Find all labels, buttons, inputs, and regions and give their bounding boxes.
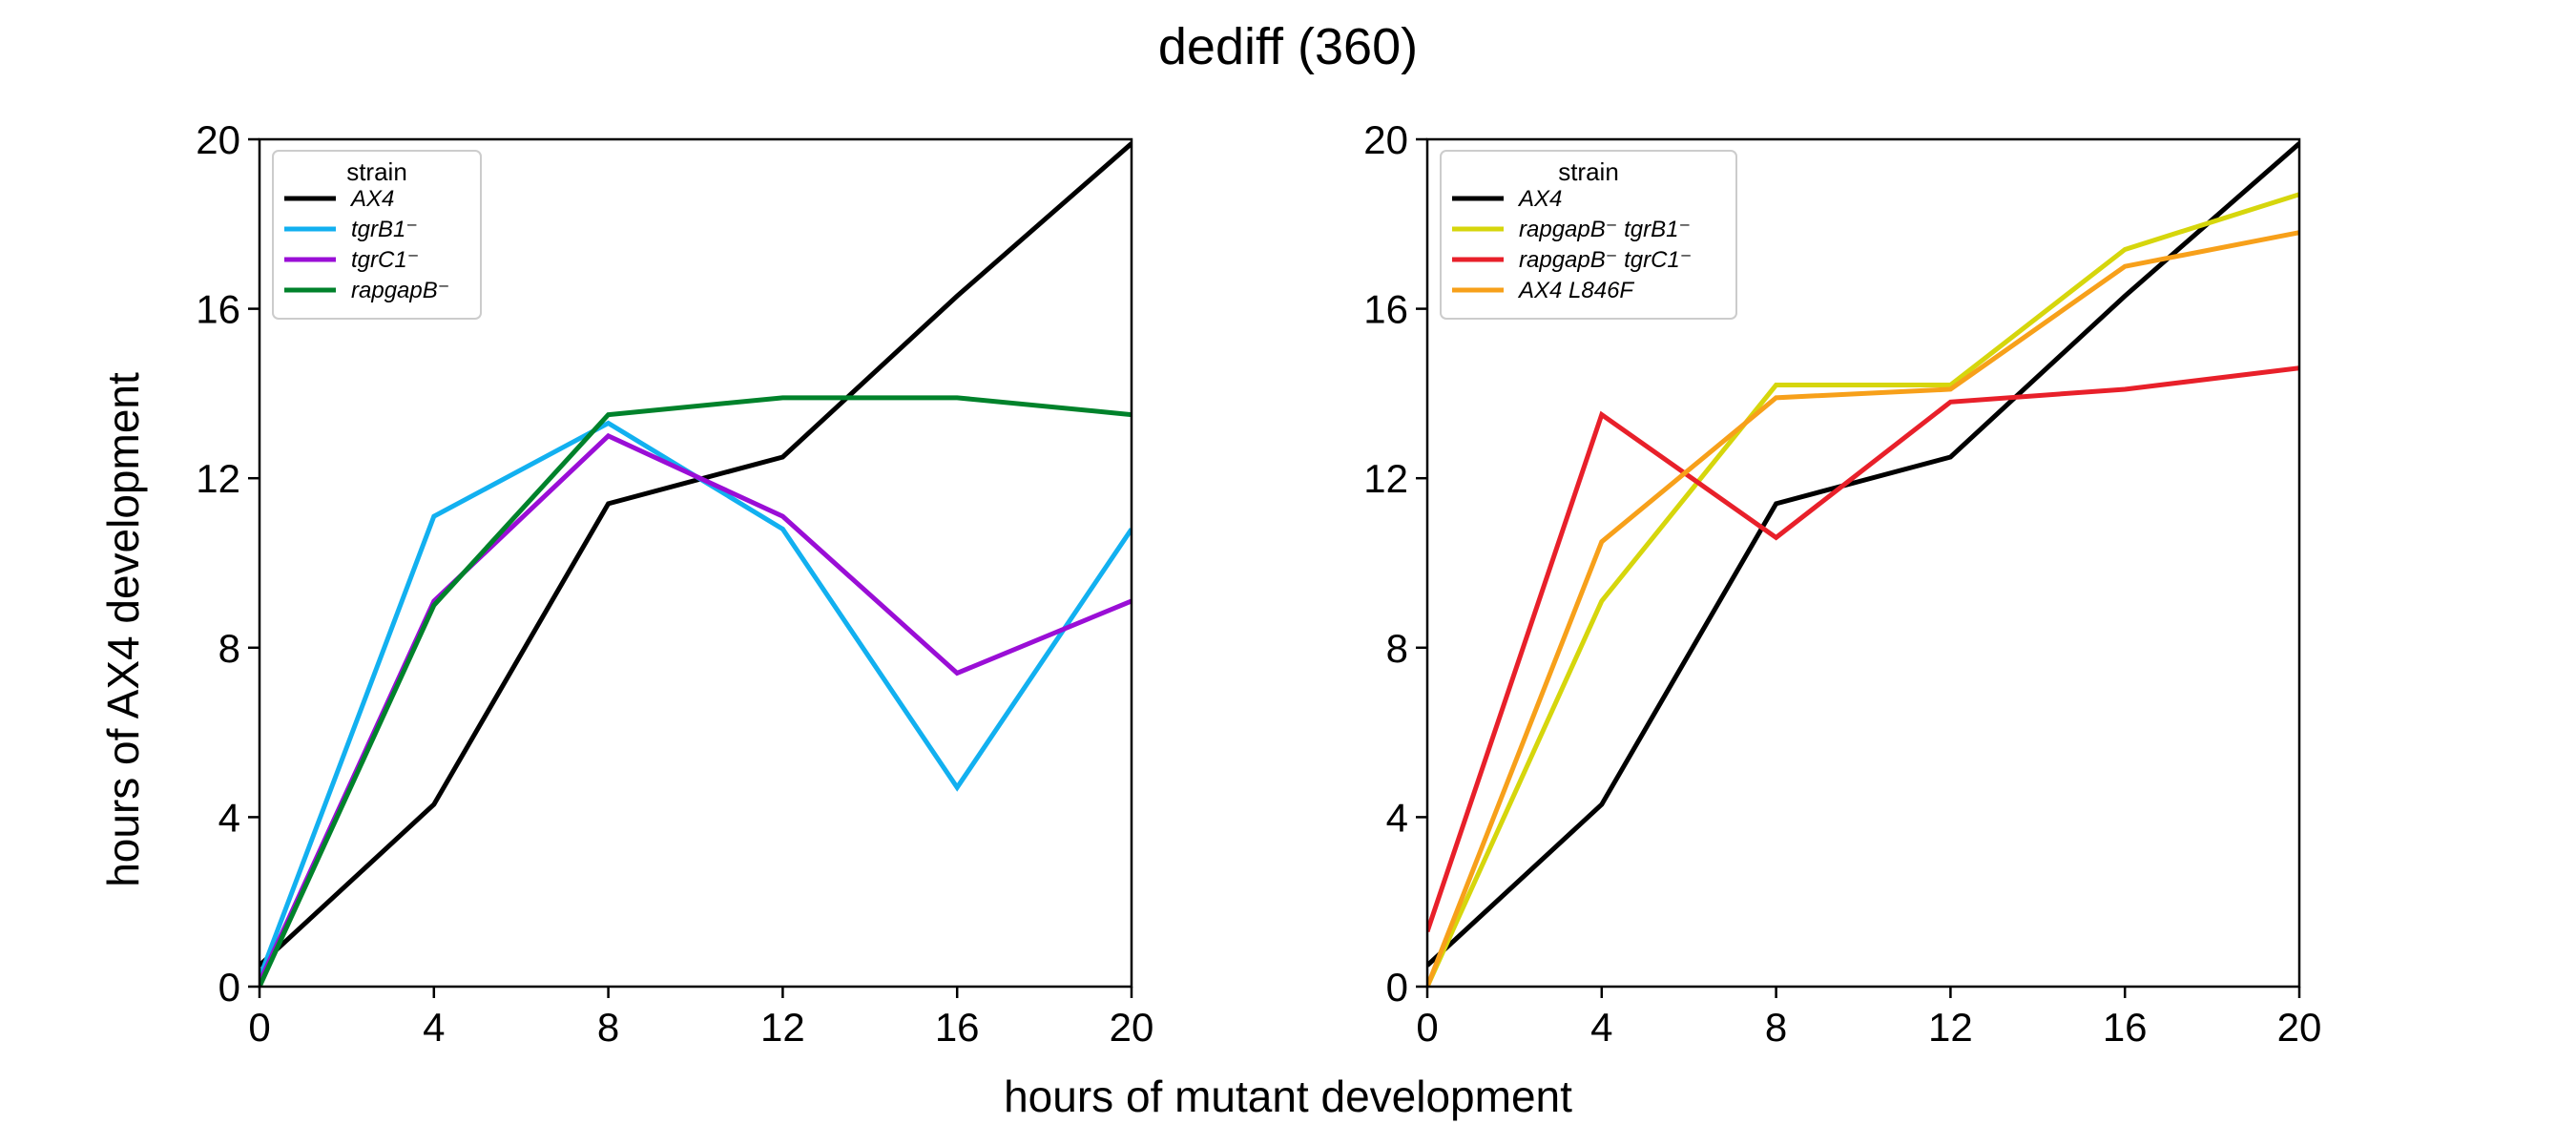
legend-label-1: tgrB1⁻ [351,217,418,242]
y-tick-label: 4 [1386,795,1408,840]
legend-label-2: rapgapB⁻ tgrC1⁻ [1519,247,1692,273]
y-tick-label: 4 [218,795,240,840]
y-tick-label: 12 [1363,456,1408,501]
legend-label-3: rapgapB⁻ [351,278,449,303]
x-tick-label: 8 [597,1005,619,1050]
x-tick-label: 0 [248,1005,270,1050]
series-line-2 [1427,365,2299,933]
series-line-1 [1427,192,2299,987]
x-tick-label: 12 [1928,1005,1973,1050]
legend-title: strain [1558,157,1619,186]
x-tick-label: 4 [423,1005,445,1050]
y-tick-label: 16 [196,287,240,332]
legend-box [1440,150,1737,320]
figure-title: dediff (360) [1158,18,1418,75]
x-tick-label: 16 [2103,1005,2148,1050]
series-line-3 [260,395,1132,987]
x-tick-label: 20 [1110,1005,1154,1050]
x-axis-label: hours of mutant development [1004,1072,1572,1121]
x-tick-label: 12 [760,1005,805,1050]
x-tick-label: 0 [1416,1005,1438,1050]
y-tick-label: 20 [1363,117,1408,162]
x-tick-label: 20 [2277,1005,2322,1050]
y-tick-label: 8 [1386,626,1408,671]
series-lines [260,141,1132,987]
series-line-3 [1427,230,2299,987]
x-tick-label: 4 [1590,1005,1612,1050]
legend-label-2: tgrC1⁻ [351,247,419,273]
y-tick-label: 16 [1363,287,1408,332]
y-tick-label: 0 [218,965,240,1010]
y-tick-label: 12 [196,456,240,501]
legend-label-0: AX4 [1517,186,1562,212]
series-lines [1427,141,2299,987]
x-tick-label: 8 [1765,1005,1787,1050]
legend-box [272,150,482,320]
legend-label-0: AX4 [349,186,394,212]
x-tick-label: 16 [935,1005,980,1050]
y-tick-label: 8 [218,626,240,671]
y-tick-label: 20 [196,117,240,162]
axes-frame [258,137,1133,989]
series-line-0 [1427,141,2299,968]
legend-label-3: AX4 L846F [1517,278,1634,303]
legend-label-1: rapgapB⁻ tgrB1⁻ [1519,217,1691,242]
axes-frame [1425,137,2301,989]
series-line-0 [260,141,1132,968]
series-line-2 [260,432,1132,984]
y-axis-label: hours of AX4 development [98,372,148,887]
y-tick-label: 0 [1386,965,1408,1010]
legend-title: strain [346,157,407,186]
